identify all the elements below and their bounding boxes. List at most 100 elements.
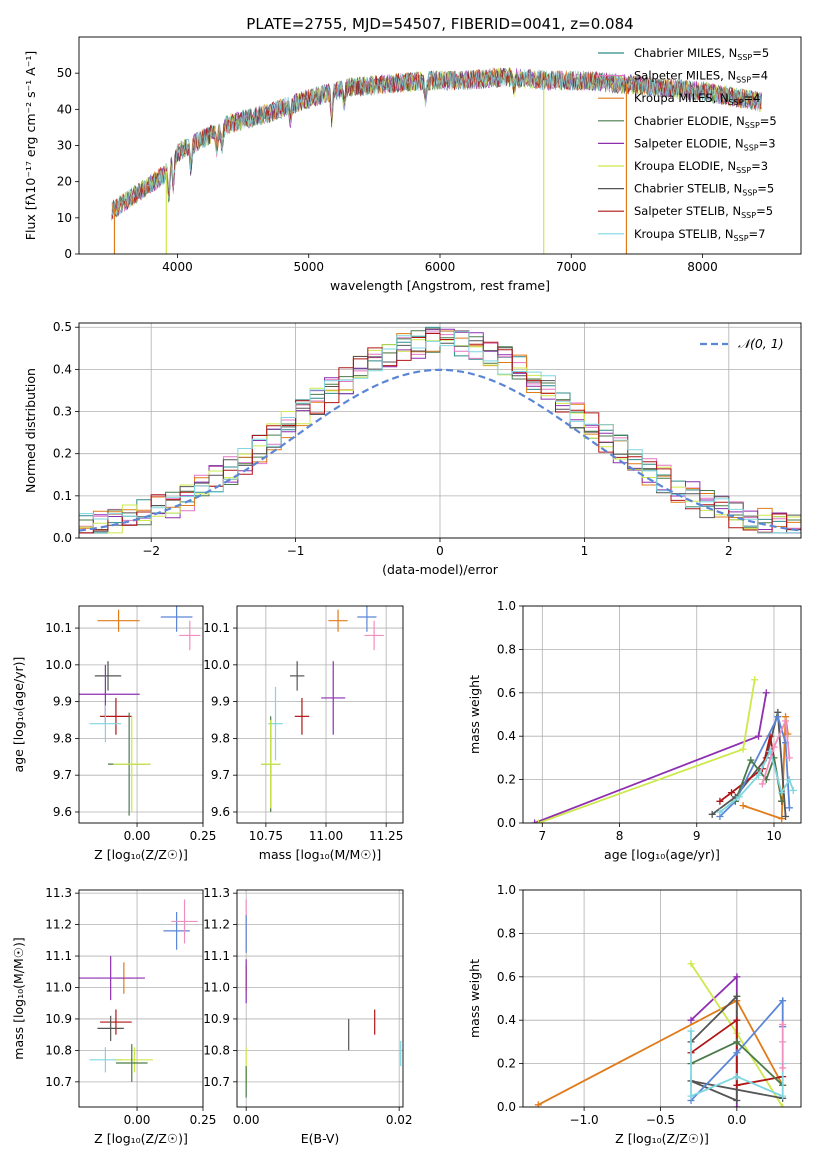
y-tick-label: 10.0	[45, 658, 72, 672]
mass-weight-marker	[755, 771, 763, 779]
x-tick-label: 0.00	[124, 1113, 151, 1127]
y-tick-label: 50	[57, 66, 72, 80]
figure-title: PLATE=2755, MJD=54507, FIBERID=0041, z=0…	[246, 15, 633, 33]
x-tick-label: 2	[725, 544, 733, 558]
mass-weight-marker	[716, 808, 724, 816]
x-tick-label: 0.0	[727, 1113, 746, 1127]
y-tick-label: 10.7	[45, 1075, 72, 1089]
mass-weight-marker	[779, 997, 787, 1005]
x-tick-label: 0.25	[190, 829, 217, 843]
axes-residuals: −2 −1 0 1 2 0.0 0.1 0.2 0.3 0.4 0.5 (data-model)/er…	[23, 320, 801, 577]
y-tick-label: 0	[64, 247, 72, 261]
x-tick-label: −0.5	[646, 1113, 675, 1127]
y-tick-label: 9.9	[53, 695, 72, 709]
mass-weight-marker	[782, 717, 790, 725]
axes-frame	[522, 889, 802, 1108]
y-tick-label: 10.8	[45, 1043, 72, 1057]
legend-suffix: =5	[757, 182, 774, 196]
y-tick-label: 1.0	[497, 883, 516, 897]
x-tick-label: 4000	[162, 260, 193, 274]
legend: Chabrier MILES, NSSP=5 Salpeter MILES, NS…	[598, 46, 777, 243]
y-tick-label: 11.2	[203, 918, 230, 932]
mass-weight-marker	[534, 1101, 542, 1107]
mass-weight-marker	[778, 815, 786, 823]
legend-subscript: SSP	[742, 189, 757, 198]
axes-age-vs-mass: 10.75 11.00 11.25 9.6 9.7 9.8 9.9 10.0 10.1 mass …	[203, 606, 403, 862]
y-tick-label: 0.4	[497, 1013, 516, 1027]
axes-frame	[78, 605, 204, 824]
y-tick-label: 10.8	[203, 1043, 230, 1057]
mass-weight-marker	[785, 804, 793, 812]
y-tick-label: 9.6	[53, 805, 72, 819]
spectrum-line	[111, 69, 762, 216]
legend-subscript: SSP	[745, 121, 760, 130]
x-tick-label: 9	[693, 829, 701, 843]
x-tick-label: 7	[538, 829, 546, 843]
mass-weight-marker	[778, 789, 786, 797]
y-tick-label: 9.9	[211, 695, 230, 709]
y-tick-label: 9.8	[53, 731, 72, 745]
y-tick-label: 0.3	[53, 405, 72, 419]
y-tick-label: 0.6	[497, 970, 516, 984]
mass-weight-marker	[733, 1073, 741, 1081]
mass-weight-marker	[779, 1064, 787, 1072]
plot-area-spectrum	[111, 67, 762, 254]
y-axis-label: mass weight	[467, 675, 482, 754]
mass-weight-marker	[733, 1081, 741, 1089]
mass-weight-marker	[733, 1103, 741, 1107]
y-axis-label: Flux [fλ10⁻¹⁷ erg cm⁻² s⁻¹ A⁻¹]	[23, 51, 38, 240]
axes-frame	[78, 36, 802, 255]
mass-weight-marker	[735, 793, 743, 801]
legend-entry: Kroupa STELIB, NSSP=7	[634, 227, 765, 243]
axes-frame	[522, 605, 802, 824]
y-tick-label: 10.1	[203, 621, 230, 635]
legend-suffix: =5	[760, 114, 777, 128]
y-tick-label: 0.8	[497, 926, 516, 940]
x-tick-label: 6000	[425, 260, 456, 274]
y-tick-label: 10.9	[203, 1012, 230, 1026]
normal-curve	[79, 368, 801, 532]
y-tick-label: 0.0	[497, 1100, 516, 1114]
x-tick-label: 11.25	[369, 829, 403, 843]
y-axis-label: Normed distribution	[23, 368, 38, 493]
x-tick-label: 0.25	[190, 1113, 217, 1127]
legend-subscript: SSP	[734, 234, 749, 243]
y-tick-label: 0.1	[53, 489, 72, 503]
x-tick-label: −1	[287, 544, 305, 558]
axes-frame	[78, 889, 204, 1108]
axes-massweight-vs-age: 7 8 9 10 0.0 0.2 0.4 0.6 0.8 1.0 age [log₁₀(age/yr…	[467, 599, 801, 862]
y-tick-label: 0.2	[53, 447, 72, 461]
mass-weight-marker	[762, 689, 770, 697]
axes-frame	[236, 605, 404, 824]
y-tick-label: 10.7	[203, 1075, 230, 1089]
y-tick-label: 0.0	[497, 816, 516, 830]
x-tick-label: 0.02	[386, 1113, 413, 1127]
x-tick-label: −1.0	[570, 1113, 599, 1127]
x-tick-label: 0.00	[124, 829, 151, 843]
legend-entry: Kroupa ELODIE, NSSP=3	[634, 159, 768, 175]
y-tick-label: 0.4	[497, 729, 516, 743]
chart-layer: 4000 5000 6000 7000 800001020304050wavelengt…	[11, 36, 802, 1146]
y-tick-label: 0.4	[53, 362, 72, 376]
x-tick-label: 11.00	[309, 829, 343, 843]
plot-area-age-vs-mass	[261, 606, 384, 812]
axes-massweight-vs-Z: −1.0 −0.5 0.0 0.0 0.2 0.4 0.6 0.8 1.0 Z [log₁₀(Z/…	[467, 883, 801, 1146]
y-tick-label: 11.3	[203, 886, 230, 900]
y-tick-label: 11.0	[45, 980, 72, 994]
y-axis-label: mass weight	[467, 959, 482, 1038]
mass-weight-marker	[728, 789, 735, 797]
mass-weight-marker	[779, 1038, 787, 1046]
legend-subscript: SSP	[737, 53, 752, 62]
legend-suffix: =5	[756, 204, 773, 218]
x-tick-label: 0	[436, 544, 444, 558]
y-axis-label: mass [log₁₀(M/M☉)]	[11, 937, 26, 1059]
y-tick-label: 10.9	[45, 1012, 72, 1026]
x-tick-label: 0.00	[233, 1113, 260, 1127]
mass-weight-marker	[779, 1103, 787, 1107]
mass-weight-marker	[733, 1049, 741, 1057]
mass-weight-marker	[782, 812, 790, 820]
x-axis-label: age [log₁₀(age/yr)]	[604, 847, 720, 862]
y-axis-label: age [log₁₀(age/yr)]	[11, 657, 26, 773]
y-tick-label: 10.0	[203, 658, 230, 672]
mass-weight-marker	[534, 819, 542, 823]
